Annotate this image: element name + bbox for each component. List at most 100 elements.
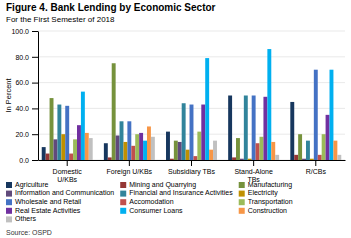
y-tick-label: 0.0 <box>19 157 29 164</box>
series <box>89 137 342 160</box>
legend-label: Financial and Insurance Activities <box>129 189 233 196</box>
legend-label: Agriculture <box>15 181 49 189</box>
y-tick-label: 40.0 <box>15 105 29 112</box>
y-tick-mark <box>32 160 38 161</box>
legend-item: Accomodation <box>120 198 173 205</box>
y-tick-label: 20.0 <box>15 131 29 138</box>
bar <box>77 125 81 160</box>
y-tick-label: 60.0 <box>15 79 29 86</box>
bar <box>205 58 209 160</box>
bar <box>135 134 139 160</box>
bar <box>178 142 182 160</box>
legend-swatch <box>239 208 245 214</box>
legend: Agriculture Mining and Quarrying Manufactu… <box>6 181 293 223</box>
bar <box>314 70 318 160</box>
grid-line <box>38 56 345 57</box>
legend-swatch <box>120 182 126 188</box>
legend-item: Construction <box>239 207 287 214</box>
bar <box>318 155 322 160</box>
bar <box>330 70 334 160</box>
bar <box>182 103 186 160</box>
y-tick: 40.0 <box>15 105 38 112</box>
legend-swatch <box>239 191 245 197</box>
legend-label: Transportation <box>248 198 293 206</box>
bar <box>232 157 236 160</box>
legend-swatch <box>239 199 245 205</box>
x-tick-mark <box>191 160 192 166</box>
bar <box>170 159 174 160</box>
x-tick-label-line: R/CBs <box>306 168 327 175</box>
legend-item: Mining and Quarrying <box>120 181 196 189</box>
legend-swatch <box>239 182 245 188</box>
bar <box>151 137 155 160</box>
bar <box>256 143 260 160</box>
bar <box>143 141 147 160</box>
x-tick: DomesticU/KBs <box>53 160 83 183</box>
title: Figure 4. Bank Lending by Economic Secto… <box>6 2 216 13</box>
series <box>65 70 318 160</box>
legend-label: Accomodation <box>129 198 173 205</box>
bar <box>174 141 178 160</box>
bars <box>42 49 342 160</box>
bar <box>252 96 256 161</box>
legend-label: Wholesale and Retail <box>15 198 82 205</box>
bar <box>263 97 267 160</box>
bar <box>57 105 61 160</box>
legend-item: Real Estate Activities <box>6 207 81 214</box>
bar <box>186 150 190 160</box>
bar <box>147 126 151 160</box>
x-tick-mark <box>253 160 254 166</box>
bar <box>127 121 131 160</box>
x-tick-mark <box>67 160 68 166</box>
bar <box>46 154 50 160</box>
y-tick: 80.0 <box>15 54 38 61</box>
legend-swatch <box>120 208 126 214</box>
bar <box>271 142 275 160</box>
legend-item: Wholesale and Retail <box>6 198 82 205</box>
legend-swatch <box>6 182 12 188</box>
legend-swatch <box>6 199 12 205</box>
legend-item: Consumer Loans <box>120 207 183 214</box>
bar <box>248 159 252 160</box>
legend-label: Electricity <box>248 189 278 197</box>
x-tick: Subsidiary TBs <box>168 160 215 176</box>
bar <box>89 138 93 160</box>
bar <box>244 96 248 161</box>
grid <box>38 31 345 160</box>
bar <box>302 159 306 160</box>
legend-label: Construction <box>248 207 287 214</box>
bar <box>213 141 217 160</box>
legend-label: Information and Communication <box>15 189 114 196</box>
y-tick-label: 100.0 <box>11 28 29 35</box>
y-tick-mark <box>32 83 38 84</box>
legend-item: Manufacturing <box>239 181 292 189</box>
grid-line <box>38 31 345 32</box>
x-tick-label-line: Stand-Alone <box>234 168 273 175</box>
legend-item: Information and Communication <box>6 189 114 196</box>
legend-label: Mining and Quarrying <box>129 181 196 189</box>
bar <box>42 147 46 160</box>
x-tick: R/CBs <box>306 160 327 175</box>
y-tick: 0.0 <box>19 157 38 164</box>
y-tick-mark <box>32 108 38 109</box>
subtitle: For the First Semester of 2018 <box>6 15 115 24</box>
y-axis-title: In Percent <box>4 77 13 112</box>
source-note: Source: OSPD <box>6 229 52 236</box>
y-tick-mark <box>32 134 38 135</box>
x-tick: Stand-AloneTBs <box>234 160 273 183</box>
bar <box>298 134 302 160</box>
legend-swatch <box>6 216 12 222</box>
series <box>42 96 295 161</box>
y-tick: 60.0 <box>15 79 38 86</box>
bar <box>116 135 120 160</box>
y-tick-mark <box>32 57 38 58</box>
y-tick-label: 80.0 <box>15 54 29 61</box>
x-tick-label: DomesticU/KBs <box>53 168 83 183</box>
bar <box>61 134 65 160</box>
x-tick-label-line: Domestic <box>53 168 83 175</box>
grid-line <box>38 82 345 83</box>
bar <box>104 143 108 160</box>
y-tick-mark <box>32 31 38 32</box>
bar <box>50 98 54 160</box>
bar <box>85 133 89 160</box>
